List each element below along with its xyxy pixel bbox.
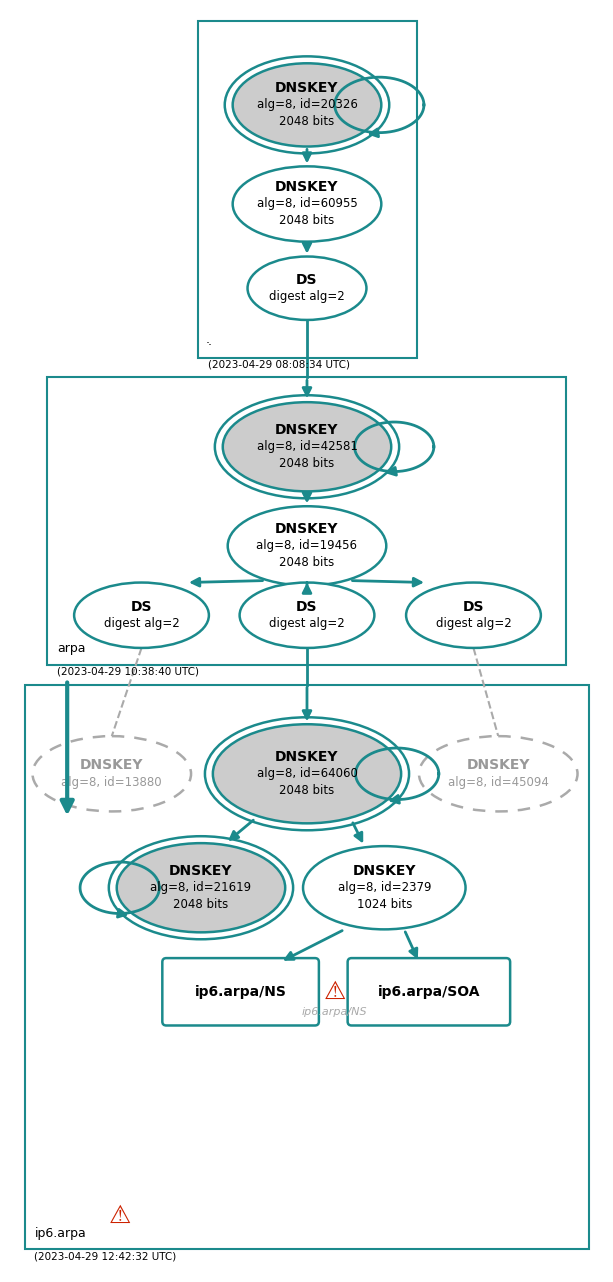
Ellipse shape	[74, 582, 209, 647]
Text: DNSKEY: DNSKEY	[275, 81, 339, 95]
Ellipse shape	[223, 403, 391, 491]
FancyBboxPatch shape	[348, 958, 510, 1026]
Text: ⚠: ⚠	[324, 979, 346, 1004]
Text: DS: DS	[131, 600, 152, 614]
Text: 2048 bits: 2048 bits	[280, 556, 335, 569]
Text: ⚠: ⚠	[109, 1204, 131, 1228]
Text: alg=8, id=13880: alg=8, id=13880	[61, 776, 162, 788]
Bar	[25, 685, 590, 1250]
Ellipse shape	[116, 844, 285, 932]
Text: ip6.arpa: ip6.arpa	[34, 1227, 86, 1240]
Ellipse shape	[406, 582, 541, 647]
Bar	[47, 377, 566, 665]
Text: (2023-04-29 08:08:34 UTC): (2023-04-29 08:08:34 UTC)	[208, 347, 350, 369]
Text: digest alg=2: digest alg=2	[269, 290, 345, 303]
Text: DNSKEY: DNSKEY	[275, 181, 339, 194]
Ellipse shape	[227, 506, 386, 586]
Text: DS: DS	[296, 273, 318, 287]
FancyBboxPatch shape	[162, 958, 319, 1026]
Text: digest alg=2: digest alg=2	[436, 617, 511, 631]
Text: 1024 bits: 1024 bits	[357, 899, 412, 912]
Text: .: .	[206, 333, 210, 346]
Text: ip6.arpa/NS: ip6.arpa/NS	[302, 1006, 368, 1017]
Text: 2048 bits: 2048 bits	[280, 458, 335, 470]
Text: (2023-04-29 10:38:40 UTC): (2023-04-29 10:38:40 UTC)	[57, 655, 199, 677]
Ellipse shape	[213, 724, 401, 823]
Text: alg=8, id=64060: alg=8, id=64060	[257, 768, 357, 781]
Ellipse shape	[233, 63, 381, 146]
Text: DS: DS	[463, 600, 484, 614]
Bar	[198, 21, 417, 358]
Text: alg=8, id=19456: alg=8, id=19456	[256, 540, 357, 553]
Text: 2048 bits: 2048 bits	[280, 115, 335, 128]
Ellipse shape	[419, 736, 577, 812]
Text: DNSKEY: DNSKEY	[275, 522, 339, 536]
Text: DNSKEY: DNSKEY	[466, 759, 530, 772]
Text: alg=8, id=21619: alg=8, id=21619	[150, 881, 251, 895]
Text: 2048 bits: 2048 bits	[280, 785, 335, 797]
Text: DNSKEY: DNSKEY	[275, 750, 339, 764]
Ellipse shape	[248, 256, 367, 320]
Text: ip6.arpa/SOA: ip6.arpa/SOA	[378, 985, 480, 999]
Text: DNSKEY: DNSKEY	[169, 864, 233, 878]
Ellipse shape	[32, 736, 191, 812]
Ellipse shape	[233, 167, 381, 241]
Text: 2048 bits: 2048 bits	[280, 214, 335, 227]
Text: alg=8, id=20326: alg=8, id=20326	[257, 99, 357, 112]
Text: arpa: arpa	[57, 642, 86, 655]
Text: alg=8, id=45094: alg=8, id=45094	[448, 776, 549, 788]
Text: DS: DS	[296, 600, 318, 614]
Ellipse shape	[240, 582, 375, 647]
Text: alg=8, id=42581: alg=8, id=42581	[257, 440, 357, 454]
Text: DNSKEY: DNSKEY	[275, 423, 339, 437]
Text: digest alg=2: digest alg=2	[269, 617, 345, 631]
Ellipse shape	[303, 846, 465, 929]
Text: ip6.arpa/NS: ip6.arpa/NS	[195, 985, 286, 999]
Text: (2023-04-29 12:42:32 UTC): (2023-04-29 12:42:32 UTC)	[34, 1240, 177, 1261]
Text: 2048 bits: 2048 bits	[173, 899, 229, 912]
Text: DNSKEY: DNSKEY	[352, 864, 416, 878]
Text: DNSKEY: DNSKEY	[80, 759, 143, 772]
Text: alg=8, id=60955: alg=8, id=60955	[257, 197, 357, 210]
Text: digest alg=2: digest alg=2	[104, 617, 180, 631]
Text: .: .	[208, 335, 212, 347]
Text: alg=8, id=2379: alg=8, id=2379	[338, 881, 431, 895]
